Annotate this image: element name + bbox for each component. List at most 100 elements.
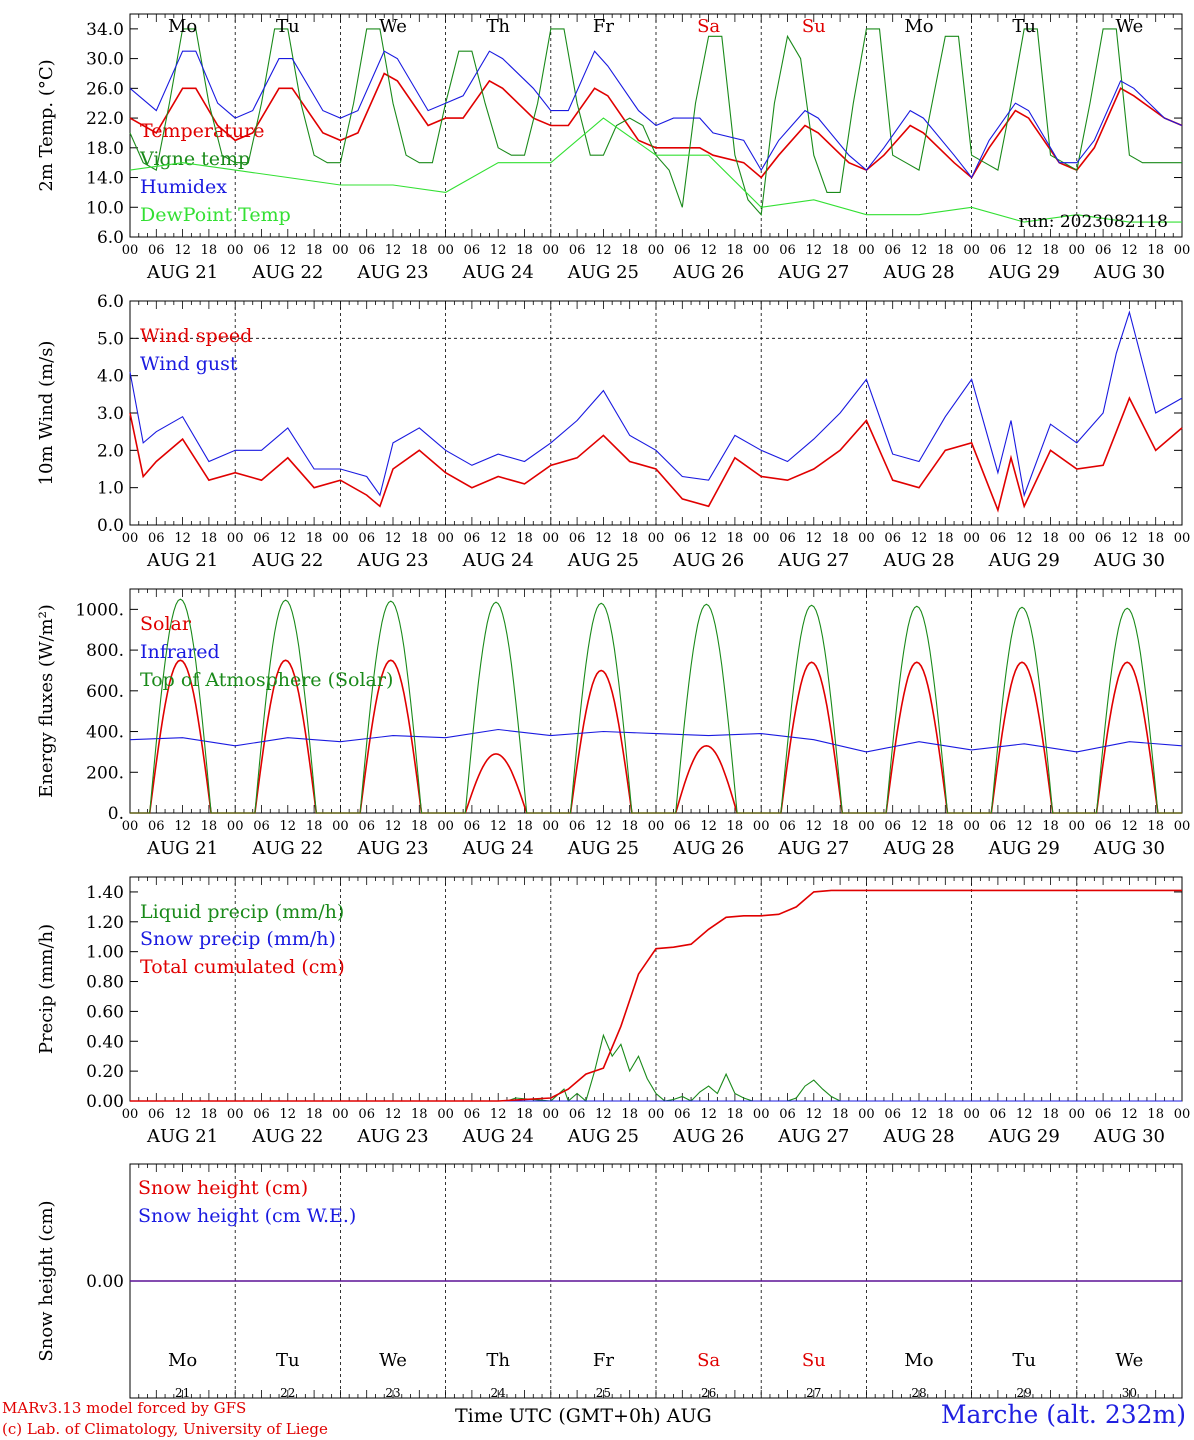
hour-tick-label: 18 xyxy=(306,819,323,834)
legend-entry: Solar xyxy=(140,613,192,635)
series-line xyxy=(129,50,1183,179)
hour-tick-label: 06 xyxy=(464,1107,481,1122)
hour-tick-label: 00 xyxy=(122,243,139,258)
date-label: AUG 29 xyxy=(988,550,1060,571)
hour-tick-label: 18 xyxy=(201,243,218,258)
legend-entry: Infrared xyxy=(140,641,220,663)
hour-tick-label: 00 xyxy=(227,243,244,258)
date-label: AUG 30 xyxy=(1093,1126,1165,1147)
date-label: AUG 28 xyxy=(882,550,954,571)
hour-tick-label: 00 xyxy=(543,1107,560,1122)
y-axis-label: 2m Temp. (°C) xyxy=(36,59,57,191)
y-axis-label: Precip (mm/h) xyxy=(36,924,57,1054)
hour-tick-label: 00 xyxy=(1069,243,1086,258)
date-label: AUG 26 xyxy=(672,1126,744,1147)
hour-tick-label: 06 xyxy=(990,243,1007,258)
day-number-label: 21 xyxy=(175,1386,190,1400)
y-tick-label: 3.0 xyxy=(97,404,124,424)
hour-tick-label: 00 xyxy=(1069,819,1086,834)
panel-frame xyxy=(129,588,1183,814)
date-label: AUG 29 xyxy=(988,838,1060,859)
time-axis-label: Time UTC (GMT+0h) AUG xyxy=(455,1405,712,1427)
hour-tick-label: 00 xyxy=(332,1107,349,1122)
weekday-label: Mo xyxy=(904,16,933,37)
weekday-label: Su xyxy=(802,1350,826,1371)
hour-tick-label: 00 xyxy=(437,1107,454,1122)
weekday-label: Fr xyxy=(593,1350,614,1371)
date-label: AUG 24 xyxy=(462,1126,534,1147)
hour-tick-label: 00 xyxy=(753,819,770,834)
hour-tick-label: 00 xyxy=(543,531,560,546)
date-label: AUG 26 xyxy=(672,262,744,283)
y-tick-label: 0.20 xyxy=(86,1062,124,1082)
hour-tick-label: 12 xyxy=(911,1107,928,1122)
hour-tick-label: 06 xyxy=(253,819,270,834)
y-tick-label: 1000. xyxy=(75,600,124,620)
hour-tick-label: 00 xyxy=(648,1107,665,1122)
hour-tick-label: 06 xyxy=(1095,1107,1112,1122)
hour-tick-label: 18 xyxy=(832,819,849,834)
hour-tick-label: 00 xyxy=(227,1107,244,1122)
hour-tick-label: 06 xyxy=(674,819,691,834)
hour-tick-label: 06 xyxy=(884,531,901,546)
hour-tick-label: 00 xyxy=(122,531,139,546)
hour-tick-label: 18 xyxy=(1042,1107,1059,1122)
y-axis-label: 10m Wind (m/s) xyxy=(36,341,57,486)
hour-tick-label: 12 xyxy=(280,1107,297,1122)
date-label: AUG 23 xyxy=(356,1126,428,1147)
hour-tick-label: 06 xyxy=(674,243,691,258)
y-tick-label: 0.80 xyxy=(86,973,124,993)
hour-tick-label: 18 xyxy=(516,819,533,834)
date-label: AUG 27 xyxy=(777,838,849,859)
y-tick-label: 1.00 xyxy=(86,943,124,963)
date-label: AUG 30 xyxy=(1093,262,1165,283)
hour-tick-label: 06 xyxy=(253,1107,270,1122)
hour-tick-label: 18 xyxy=(621,819,638,834)
hour-tick-label: 06 xyxy=(464,531,481,546)
day-number-label: 26 xyxy=(701,1386,716,1400)
hour-tick-label: 12 xyxy=(1016,243,1033,258)
hour-tick-label: 18 xyxy=(937,1107,954,1122)
hour-tick-label: 06 xyxy=(253,243,270,258)
hour-tick-label: 12 xyxy=(911,531,928,546)
weekday-label: Fr xyxy=(593,16,614,37)
day-number-label: 27 xyxy=(806,1386,821,1400)
hour-tick-label: 12 xyxy=(490,1107,507,1122)
hour-tick-label: 06 xyxy=(779,1107,796,1122)
hour-tick-label: 00 xyxy=(122,819,139,834)
hour-tick-label: 06 xyxy=(884,1107,901,1122)
series-line xyxy=(130,598,1182,814)
hour-tick-label: 18 xyxy=(411,1107,428,1122)
weekday-label: We xyxy=(1116,16,1144,37)
date-label: AUG 25 xyxy=(567,262,639,283)
hour-tick-label: 00 xyxy=(753,531,770,546)
date-label: AUG 27 xyxy=(777,1126,849,1147)
hour-tick-label: 12 xyxy=(280,819,297,834)
hour-tick-label: 12 xyxy=(1016,531,1033,546)
hour-tick-label: 00 xyxy=(858,531,875,546)
hour-tick-label: 12 xyxy=(1121,531,1138,546)
y-tick-label: 1.20 xyxy=(86,913,124,933)
hour-tick-label: 06 xyxy=(674,531,691,546)
date-label: AUG 30 xyxy=(1093,550,1165,571)
date-label: AUG 28 xyxy=(882,838,954,859)
date-label: AUG 25 xyxy=(567,550,639,571)
legend-entry: Wind gust xyxy=(140,353,238,375)
date-label: AUG 21 xyxy=(146,262,218,283)
weekday-label: Th xyxy=(486,1350,510,1371)
date-label: AUG 22 xyxy=(251,838,323,859)
hour-tick-label: 00 xyxy=(332,819,349,834)
series-line xyxy=(129,728,1183,753)
date-label: AUG 28 xyxy=(882,1126,954,1147)
date-label: AUG 30 xyxy=(1093,838,1165,859)
date-label: AUG 29 xyxy=(988,1126,1060,1147)
hour-tick-label: 18 xyxy=(1042,819,1059,834)
hour-tick-label: 06 xyxy=(569,1107,586,1122)
weekday-label: Sa xyxy=(697,16,720,37)
date-label: AUG 26 xyxy=(672,550,744,571)
hour-tick-label: 06 xyxy=(779,819,796,834)
hour-tick-label: 18 xyxy=(411,243,428,258)
hour-tick-label: 18 xyxy=(1042,243,1059,258)
hour-tick-label: 00 xyxy=(648,531,665,546)
